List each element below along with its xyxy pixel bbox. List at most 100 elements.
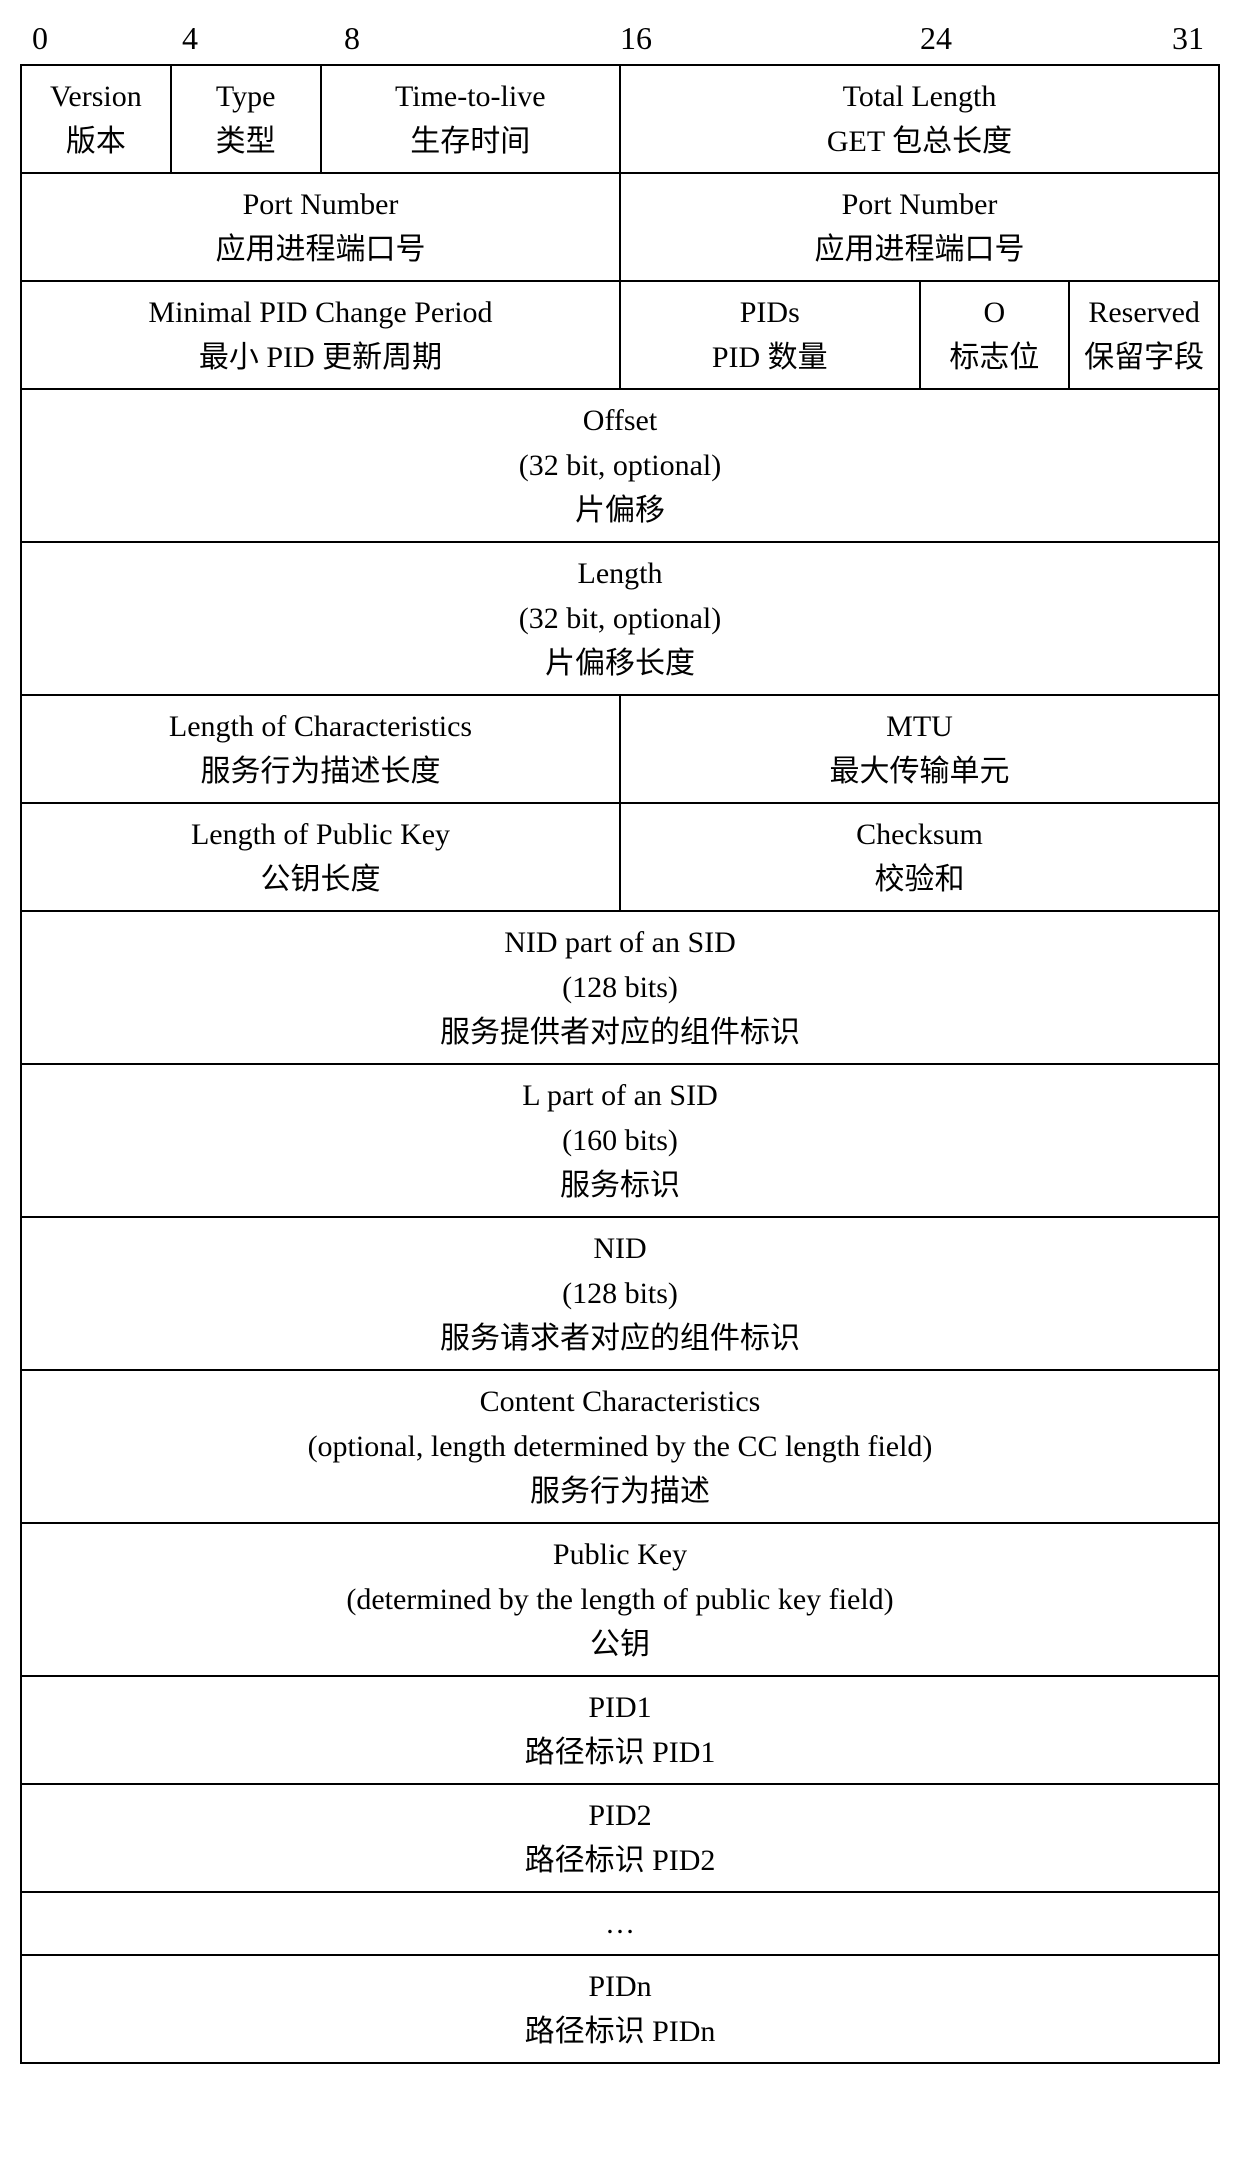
field-line: Port Number [625,182,1214,227]
bit-position-label: 16 [620,20,652,57]
field-line: Length of Public Key [26,812,615,857]
packet-field: Version版本 [21,65,171,173]
field-line: Time-to-live [326,74,616,119]
packet-row: Length(32 bit, optional)片偏移长度 [21,542,1219,695]
packet-row: Public Key(determined by the length of p… [21,1523,1219,1676]
bit-position-label: 31 [1172,20,1204,57]
field-line: 路径标识 PIDn [26,2009,1214,2054]
field-line: 公钥长度 [26,857,615,902]
packet-row: Version版本Type类型Time-to-live生存时间Total Len… [21,65,1219,173]
packet-row: Length of Characteristics服务行为描述长度MTU最大传输… [21,695,1219,803]
field-line: (160 bits) [26,1118,1214,1163]
field-line: 服务标识 [26,1163,1214,1208]
field-line: 服务提供者对应的组件标识 [26,1010,1214,1055]
field-line: (128 bits) [26,1271,1214,1316]
field-line: Content Characteristics [26,1379,1214,1424]
bit-ruler: 0 4 8 16 24 31 [20,20,1220,60]
field-line: 保留字段 [1074,335,1214,380]
packet-field: Content Characteristics(optional, length… [21,1370,1219,1523]
packet-row: Port Number应用进程端口号Port Number应用进程端口号 [21,173,1219,281]
packet-field: Total LengthGET 包总长度 [620,65,1219,173]
packet-row: … [21,1892,1219,1955]
packet-row: PID2路径标识 PID2 [21,1784,1219,1892]
bit-position-label: 8 [344,20,360,57]
field-line: … [26,1901,1214,1946]
packet-field: Length of Characteristics服务行为描述长度 [21,695,620,803]
packet-field: L part of an SID(160 bits)服务标识 [21,1064,1219,1217]
packet-field: PIDsPID 数量 [620,281,920,389]
field-line: PID2 [26,1793,1214,1838]
field-line: 服务请求者对应的组件标识 [26,1316,1214,1361]
packet-row: NID part of an SID(128 bits)服务提供者对应的组件标识 [21,911,1219,1064]
packet-field: NID(128 bits)服务请求者对应的组件标识 [21,1217,1219,1370]
packet-field: PID2路径标识 PID2 [21,1784,1219,1892]
packet-table: Version版本Type类型Time-to-live生存时间Total Len… [20,64,1220,2064]
packet-format-diagram: 0 4 8 16 24 31 Version版本Type类型Time-to-live生存时… [20,20,1220,2064]
field-line: (32 bit, optional) [26,443,1214,488]
field-line: 应用进程端口号 [625,227,1214,272]
field-line: 应用进程端口号 [26,227,615,272]
bit-position-label: 0 [32,20,48,57]
field-line: Length [26,551,1214,596]
field-line: O [925,290,1065,335]
field-line: 片偏移 [26,488,1214,533]
packet-field: Type类型 [171,65,321,173]
field-line: PID 数量 [625,335,915,380]
packet-field: Length(32 bit, optional)片偏移长度 [21,542,1219,695]
field-line: GET 包总长度 [625,119,1214,164]
field-line: MTU [625,704,1214,749]
packet-row: L part of an SID(160 bits)服务标识 [21,1064,1219,1217]
packet-field: Public Key(determined by the length of p… [21,1523,1219,1676]
packet-field: PID1路径标识 PID1 [21,1676,1219,1784]
field-line: (determined by the length of public key … [26,1577,1214,1622]
field-line: 服务行为描述长度 [26,749,615,794]
field-line: (32 bit, optional) [26,596,1214,641]
packet-field: NID part of an SID(128 bits)服务提供者对应的组件标识 [21,911,1219,1064]
packet-row: Length of Public Key公钥长度Checksum校验和 [21,803,1219,911]
field-line: 公钥 [26,1622,1214,1667]
packet-field: Port Number应用进程端口号 [21,173,620,281]
packet-field: Length of Public Key公钥长度 [21,803,620,911]
field-line: Public Key [26,1532,1214,1577]
field-line: Version [26,74,166,119]
field-line: 校验和 [625,857,1214,902]
packet-row: Content Characteristics(optional, length… [21,1370,1219,1523]
field-line: Checksum [625,812,1214,857]
packet-field: MTU最大传输单元 [620,695,1219,803]
field-line: Minimal PID Change Period [26,290,615,335]
field-line: 标志位 [925,335,1065,380]
packet-row: Minimal PID Change Period最小 PID 更新周期PIDs… [21,281,1219,389]
field-line: 生存时间 [326,119,616,164]
field-line: (optional, length determined by the CC l… [26,1424,1214,1469]
field-line: Total Length [625,74,1214,119]
packet-field: Checksum校验和 [620,803,1219,911]
packet-field: PIDn路径标识 PIDn [21,1955,1219,2063]
packet-field: Reserved保留字段 [1069,281,1219,389]
field-line: Type [176,74,316,119]
packet-row: NID(128 bits)服务请求者对应的组件标识 [21,1217,1219,1370]
field-line: PID1 [26,1685,1214,1730]
packet-field: Time-to-live生存时间 [321,65,621,173]
packet-field: Minimal PID Change Period最小 PID 更新周期 [21,281,620,389]
bit-position-label: 4 [182,20,198,57]
field-line: NID part of an SID [26,920,1214,965]
field-line: 类型 [176,119,316,164]
packet-field: … [21,1892,1219,1955]
field-line: 最小 PID 更新周期 [26,335,615,380]
bit-position-label: 24 [920,20,952,57]
packet-row: PID1路径标识 PID1 [21,1676,1219,1784]
packet-row: PIDn路径标识 PIDn [21,1955,1219,2063]
field-line: 最大传输单元 [625,749,1214,794]
field-line: Offset [26,398,1214,443]
field-line: 路径标识 PID1 [26,1730,1214,1775]
field-line: NID [26,1226,1214,1271]
field-line: PIDs [625,290,915,335]
field-line: Reserved [1074,290,1214,335]
packet-row: Offset(32 bit, optional)片偏移 [21,389,1219,542]
packet-field: Offset(32 bit, optional)片偏移 [21,389,1219,542]
packet-field: Port Number应用进程端口号 [620,173,1219,281]
field-line: 服务行为描述 [26,1469,1214,1514]
field-line: Length of Characteristics [26,704,615,749]
field-line: L part of an SID [26,1073,1214,1118]
field-line: Port Number [26,182,615,227]
